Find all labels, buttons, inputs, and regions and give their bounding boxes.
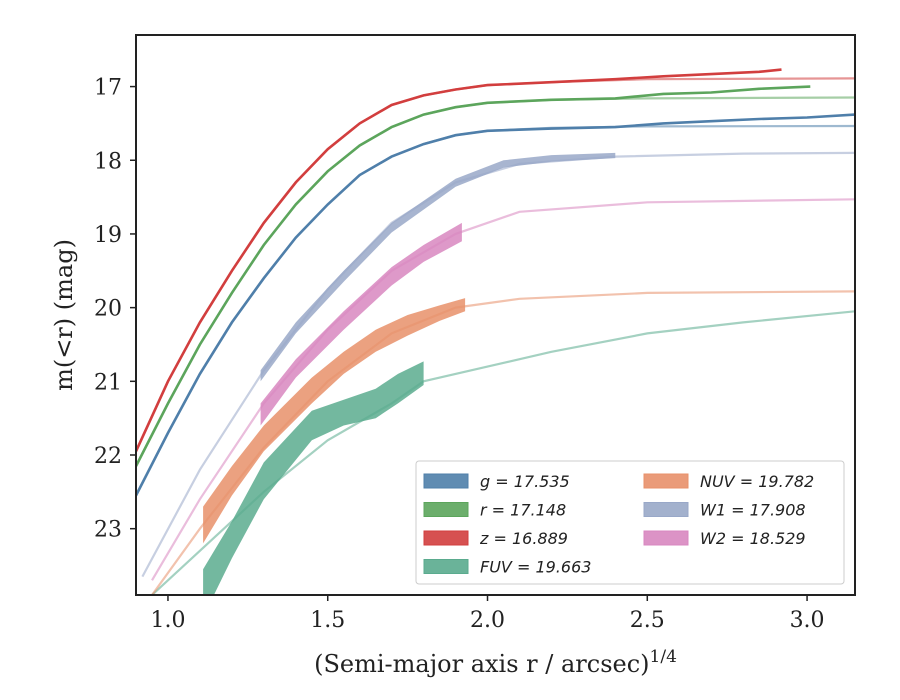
- legend-label-w1: W1 = 17.908: [700, 501, 806, 520]
- legend-swatch-w2: [643, 530, 689, 546]
- y-axis: 17 18 19 20 21 22 23: [94, 76, 136, 543]
- legend-swatch-z: [423, 530, 469, 546]
- legend-label-nuv: NUV = 19.782: [700, 472, 814, 491]
- observed-band-w2: [260, 222, 462, 426]
- plot-frame: [135, 34, 856, 596]
- x-tick-label: 2.5: [630, 608, 665, 633]
- x-tick-label: 2.0: [470, 608, 505, 633]
- legend-swatch-r: [423, 502, 469, 517]
- y-tick-label: 22: [94, 444, 122, 469]
- y-axis-label: m(<r) (mag): [50, 239, 78, 391]
- legend-swatch-fuv: [423, 559, 469, 574]
- x-axis-label: (Semi-major axis r / arcsec)1/4: [314, 647, 677, 678]
- observed-band-fuv: [203, 361, 424, 595]
- legend-swatch-g: [423, 473, 469, 489]
- observed-curve-r: [136, 85, 811, 467]
- observed-curve-z: [136, 68, 782, 452]
- x-tick-label: 3.0: [790, 608, 825, 633]
- y-tick-label: 17: [94, 76, 122, 101]
- legend-label-w2: W2 = 18.529: [700, 529, 806, 548]
- model-curve-z: [136, 77, 855, 452]
- x-tick-label: 1.5: [310, 608, 345, 633]
- x-axis-label-superscript: 1/4: [650, 647, 677, 667]
- observed-band-w1: [260, 152, 616, 382]
- x-tick-label: 1.0: [150, 608, 185, 633]
- y-tick-label: 23: [94, 518, 122, 543]
- legend-swatch-w1: [643, 502, 689, 517]
- observed-curve-g: [136, 113, 855, 497]
- y-tick-label: 19: [94, 223, 122, 248]
- legend-label-fuv: FUV = 19.663: [480, 558, 591, 577]
- legend-box: [415, 460, 845, 585]
- legend-label-z: z = 16.889: [479, 529, 568, 548]
- y-tick-label: 20: [94, 297, 122, 322]
- legend-swatch-nuv: [643, 473, 689, 489]
- legend-label-g: g = 17.535: [480, 472, 570, 491]
- legend: g = 17.535 r = 17.148 z = 16.889 FUV = 19.6…: [415, 460, 845, 585]
- legend-label-r: r = 17.148: [480, 501, 566, 520]
- x-axis: 1.0 1.5 2.0 2.5 3.0: [150, 595, 825, 633]
- y-tick-label: 18: [94, 149, 122, 174]
- y-tick-label: 21: [94, 370, 122, 395]
- series-layer: [136, 68, 855, 595]
- model-curve-g: [136, 124, 855, 497]
